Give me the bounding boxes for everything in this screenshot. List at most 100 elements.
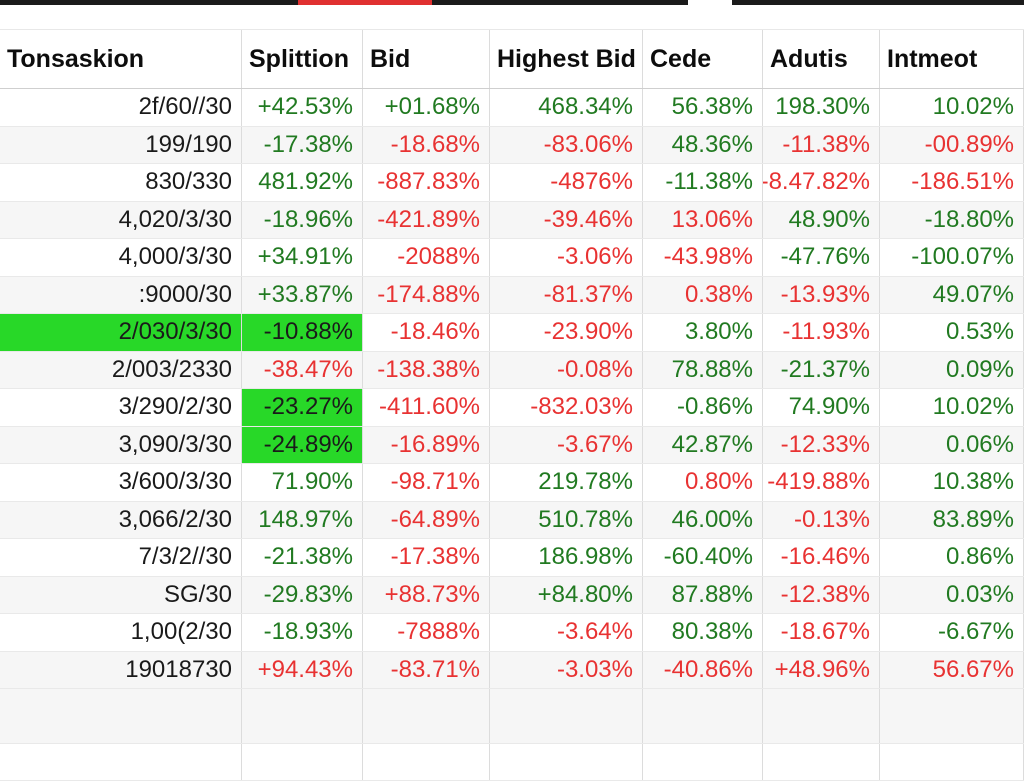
cell-r7c4[interactable]: -23.90% (490, 314, 643, 351)
cell-r5c3[interactable]: -2088% (363, 239, 490, 276)
cell-r6c6[interactable]: -13.93% (763, 276, 880, 313)
cell-r15c4[interactable]: -3.64% (490, 614, 643, 651)
column-header-6[interactable]: Adutis (763, 30, 880, 88)
cell-r7c5[interactable]: 3.80% (643, 314, 763, 351)
cell-r16c6[interactable]: +48.96% (763, 651, 880, 688)
cell-r8c6[interactable]: -21.37% (763, 351, 880, 388)
cell-r3c2[interactable]: 481.92% (242, 164, 363, 201)
cell-r15c2[interactable]: -18.93% (242, 614, 363, 651)
cell-r13c5[interactable]: -60.40% (643, 539, 763, 576)
cell-r7c6[interactable]: -11.93% (763, 314, 880, 351)
cell-r14c5[interactable]: 87.88% (643, 576, 763, 613)
cell-r2c2[interactable]: -17.38% (242, 126, 363, 163)
cell-r1c3[interactable]: +01.68% (363, 89, 490, 126)
cell-r13c2[interactable]: -21.38% (242, 539, 363, 576)
cell-r5c5[interactable]: -43.98% (643, 239, 763, 276)
cell-r12c1[interactable]: 3,066/2/30 (0, 501, 242, 538)
column-header-5[interactable]: Cede (643, 30, 763, 88)
cell-r17c4[interactable] (490, 689, 643, 743)
cell-r17c1[interactable] (0, 689, 242, 743)
column-header-2[interactable]: Splittion (242, 30, 363, 88)
cell-r2c1[interactable]: 199/190 (0, 126, 242, 163)
cell-r5c7[interactable]: -100.07% (880, 239, 1024, 276)
cell-r14c7[interactable]: 0.03% (880, 576, 1024, 613)
cell-r7c1[interactable]: 2/030/3/30 (0, 314, 242, 351)
cell-r9c6[interactable]: 74.90% (763, 389, 880, 426)
cell-r4c7[interactable]: -18.80% (880, 201, 1024, 238)
cell-r4c1[interactable]: 4,020/3/30 (0, 201, 242, 238)
cell-r16c5[interactable]: -40.86% (643, 651, 763, 688)
cell-r16c4[interactable]: -3.03% (490, 651, 643, 688)
column-header-1[interactable]: Tonsaskion (0, 30, 242, 88)
cell-r17c6[interactable] (763, 689, 880, 743)
cell-r9c1[interactable]: 3/290/2/30 (0, 389, 242, 426)
cell-r16c1[interactable]: 19018730 (0, 651, 242, 688)
cell-r3c5[interactable]: -11.38% (643, 164, 763, 201)
cell-r6c5[interactable]: 0.38% (643, 276, 763, 313)
cell-r15c1[interactable]: 1,00(2/30 (0, 614, 242, 651)
cell-r11c1[interactable]: 3/600/3/30 (0, 464, 242, 501)
cell-r14c1[interactable]: SG/30 (0, 576, 242, 613)
cell-r11c6[interactable]: -419.88% (763, 464, 880, 501)
cell-r6c1[interactable]: :9000/30 (0, 276, 242, 313)
cell-r9c4[interactable]: -832.03% (490, 389, 643, 426)
cell-r9c3[interactable]: -411.60% (363, 389, 490, 426)
cell-r10c5[interactable]: 42.87% (643, 426, 763, 463)
cell-r18c5[interactable] (643, 744, 763, 780)
cell-r11c4[interactable]: 219.78% (490, 464, 643, 501)
cell-r18c3[interactable] (363, 744, 490, 780)
cell-r9c7[interactable]: 10.02% (880, 389, 1024, 426)
column-header-3[interactable]: Bid (363, 30, 490, 88)
cell-r16c7[interactable]: 56.67% (880, 651, 1024, 688)
cell-r3c7[interactable]: -186.51% (880, 164, 1024, 201)
cell-r8c2[interactable]: -38.47% (242, 351, 363, 388)
cell-r1c5[interactable]: 56.38% (643, 89, 763, 126)
cell-r7c7[interactable]: 0.53% (880, 314, 1024, 351)
column-header-7[interactable]: Intmeot (880, 30, 1024, 88)
cell-r17c3[interactable] (363, 689, 490, 743)
cell-r11c3[interactable]: -98.71% (363, 464, 490, 501)
cell-r8c4[interactable]: -0.08% (490, 351, 643, 388)
cell-r4c3[interactable]: -421.89% (363, 201, 490, 238)
cell-r14c6[interactable]: -12.38% (763, 576, 880, 613)
cell-r4c5[interactable]: 13.06% (643, 201, 763, 238)
cell-r4c6[interactable]: 48.90% (763, 201, 880, 238)
cell-r12c4[interactable]: 510.78% (490, 501, 643, 538)
cell-r15c5[interactable]: 80.38% (643, 614, 763, 651)
cell-r7c3[interactable]: -18.46% (363, 314, 490, 351)
cell-r18c7[interactable] (880, 744, 1024, 780)
cell-r12c5[interactable]: 46.00% (643, 501, 763, 538)
cell-r2c7[interactable]: -00.89% (880, 126, 1024, 163)
cell-r13c4[interactable]: 186.98% (490, 539, 643, 576)
cell-r15c7[interactable]: -6.67% (880, 614, 1024, 651)
cell-r10c3[interactable]: -16.89% (363, 426, 490, 463)
cell-r17c5[interactable] (643, 689, 763, 743)
cell-r14c2[interactable]: -29.83% (242, 576, 363, 613)
cell-r1c4[interactable]: 468.34% (490, 89, 643, 126)
cell-r1c2[interactable]: +42.53% (242, 89, 363, 126)
cell-r13c3[interactable]: -17.38% (363, 539, 490, 576)
cell-r10c1[interactable]: 3,090/3/30 (0, 426, 242, 463)
cell-r11c5[interactable]: 0.80% (643, 464, 763, 501)
cell-r16c3[interactable]: -83.71% (363, 651, 490, 688)
cell-r2c3[interactable]: -18.68% (363, 126, 490, 163)
cell-r6c3[interactable]: -174.88% (363, 276, 490, 313)
cell-r8c3[interactable]: -138.38% (363, 351, 490, 388)
cell-r5c1[interactable]: 4,000/3/30 (0, 239, 242, 276)
cell-r11c7[interactable]: 10.38% (880, 464, 1024, 501)
cell-r6c2[interactable]: +33.87% (242, 276, 363, 313)
cell-r1c6[interactable]: 198.30% (763, 89, 880, 126)
cell-r8c7[interactable]: 0.09% (880, 351, 1024, 388)
cell-r17c2[interactable] (242, 689, 363, 743)
cell-r17c7[interactable] (880, 689, 1024, 743)
cell-r9c2[interactable]: -23.27% (242, 389, 363, 426)
cell-r7c2[interactable]: -10.88% (242, 314, 363, 351)
cell-r8c1[interactable]: 2/003/2330 (0, 351, 242, 388)
cell-r1c7[interactable]: 10.02% (880, 89, 1024, 126)
cell-r6c4[interactable]: -81.37% (490, 276, 643, 313)
cell-r13c6[interactable]: -16.46% (763, 539, 880, 576)
cell-r3c6[interactable]: -8.47.82% (763, 164, 880, 201)
cell-r10c2[interactable]: -24.89% (242, 426, 363, 463)
cell-r11c2[interactable]: 71.90% (242, 464, 363, 501)
cell-r18c6[interactable] (763, 744, 880, 780)
